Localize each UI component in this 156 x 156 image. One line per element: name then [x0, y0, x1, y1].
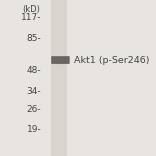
FancyBboxPatch shape — [51, 56, 70, 64]
FancyBboxPatch shape — [52, 57, 69, 63]
FancyBboxPatch shape — [52, 57, 69, 63]
Text: 26-: 26- — [27, 105, 41, 115]
Text: Akt1 (p-Ser246): Akt1 (p-Ser246) — [74, 56, 150, 65]
Text: 19-: 19- — [27, 125, 41, 134]
Text: 48-: 48- — [27, 66, 41, 76]
Text: 34-: 34- — [27, 87, 41, 96]
FancyBboxPatch shape — [52, 57, 69, 63]
FancyBboxPatch shape — [51, 56, 70, 64]
Text: 117-: 117- — [21, 13, 41, 22]
FancyBboxPatch shape — [51, 56, 70, 64]
Text: (kD): (kD) — [22, 5, 40, 14]
Bar — [51, 0, 67, 156]
FancyBboxPatch shape — [52, 57, 69, 63]
FancyBboxPatch shape — [52, 57, 69, 63]
FancyBboxPatch shape — [52, 56, 69, 64]
Text: 85-: 85- — [27, 34, 41, 43]
FancyBboxPatch shape — [52, 57, 69, 63]
FancyBboxPatch shape — [51, 56, 69, 64]
FancyBboxPatch shape — [51, 56, 69, 64]
